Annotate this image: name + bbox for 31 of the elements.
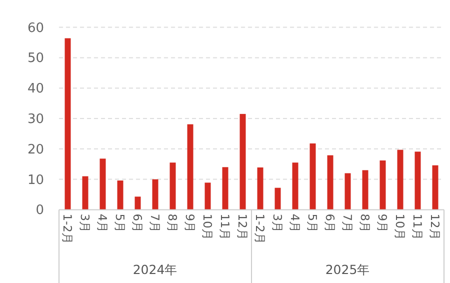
x-tick-label: 12月 xyxy=(428,214,442,240)
text: 2024年 xyxy=(132,262,178,277)
y-tick-label: 60 xyxy=(27,20,44,36)
x-tick-label: 8月 xyxy=(358,214,372,234)
y-tick-label: 40 xyxy=(27,82,44,97)
x-tick-label: 10月 xyxy=(392,214,407,240)
x-tick-label: 1-2月 xyxy=(252,214,267,244)
x-tick-label: 12月 xyxy=(235,214,250,240)
x-tick-label: 9月 xyxy=(182,214,197,234)
text: 2025年 xyxy=(325,262,370,277)
x-tick-label: 7月 xyxy=(340,214,354,234)
y-tick-label: 10 xyxy=(27,172,44,188)
x-tick-label: 9月 xyxy=(375,214,390,234)
x-tick-label: 8月 xyxy=(165,214,180,234)
x-tick-label: 6月 xyxy=(130,214,144,234)
x-tick-label: 5月 xyxy=(305,214,320,234)
y-tick-label: 30 xyxy=(27,112,44,127)
x-tick-label: 3月 xyxy=(78,214,92,234)
x-tick-label: 1-2月 xyxy=(60,214,74,244)
x-tick-label: 4月 xyxy=(95,214,110,234)
x-tick-label: 11月 xyxy=(218,214,232,240)
y-tick-label: 0 xyxy=(36,203,44,218)
y-tick-label: 50 xyxy=(27,51,44,66)
x-tick-label: 4月 xyxy=(288,214,302,234)
x-tick-label: 6月 xyxy=(322,214,337,234)
x-tick-label: 11月 xyxy=(410,214,424,240)
x-tick-label: 3月 xyxy=(270,214,284,234)
x-tick-label: 5月 xyxy=(112,214,127,234)
x-tick-label: 7月 xyxy=(148,214,162,234)
y-tick-label: 20 xyxy=(27,142,44,158)
x-tick-label: 10月 xyxy=(200,214,214,240)
